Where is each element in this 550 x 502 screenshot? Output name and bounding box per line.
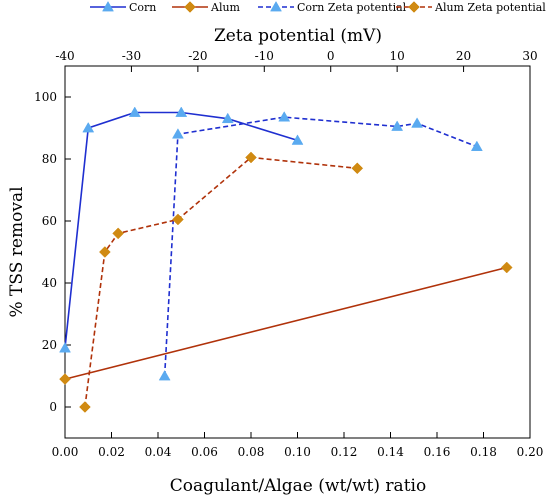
alum-zeta-potential-point [79,401,91,413]
legend-label-alum-zeta-potential: Alum Zeta potential [434,1,546,14]
x2-tick-label: 30 [522,49,537,63]
corn-zeta-potential-point [411,117,424,128]
y-tick-label: 0 [49,400,57,414]
x-tick-label: 0.12 [331,445,358,459]
alum-zeta-potential-line [84,156,358,408]
x2-tick-label: 20 [456,49,471,63]
legend-label-corn-zeta-potential: Corn Zeta potential [297,1,407,14]
x-tick-label: 0.00 [52,445,79,459]
corn-point [82,121,95,133]
x-tick-label: 0.10 [284,445,311,459]
x-axis-title: Coagulant/Algae (wt/wt) ratio [170,476,426,496]
series-alum [59,261,513,385]
x-tick-label: 0.04 [145,445,172,459]
series-corn-zeta-potential [158,111,483,381]
x-tick-label: 0.18 [470,445,497,459]
series-alum-zeta-potential [79,151,364,413]
alum-point [500,261,513,274]
left-axis: 0 20 40 60 80 100 [34,90,71,414]
x2-tick-label: 0 [327,49,335,63]
corn-zeta-potential-point [278,111,291,122]
top-axis: -40 -30 -20 -10 0 10 20 30 [55,49,538,72]
x-tick-label: 0.14 [377,445,404,459]
legend-label-corn: Corn [129,1,156,14]
legend-marker-alum-zeta-potential [408,1,420,13]
y-tick-label: 20 [42,338,57,352]
x-tick-label: 0.02 [98,445,125,459]
corn-point [59,342,71,353]
alum-zeta-potential-point [99,246,111,258]
alum-zeta-potential-point [351,162,364,175]
plot-frame [64,65,531,439]
x-tick-label: 0.20 [517,445,544,459]
corn-zeta-potential-point [158,369,171,381]
x-tick-label: 0.16 [424,445,451,459]
y-axis-title: % TSS removal [7,186,27,317]
bottom-axis: 0.00 0.02 0.04 0.06 0.08 0.10 0.12 0.14 0.16 0.18… [52,432,544,459]
series-layer [59,106,513,413]
top-axis-title: Zeta potential (mV) [214,26,382,46]
x2-tick-label: -40 [55,49,74,63]
legend-marker-alum [184,1,196,13]
corn-zeta-potential-point [470,140,483,151]
x-tick-label: 0.06 [191,445,218,459]
x2-tick-label: -10 [255,49,274,63]
y-tick-label: 80 [42,152,57,166]
alum-zeta-potential-point [245,151,257,164]
alum-zeta-potential-point [112,227,124,240]
legend: Corn Alum Corn Zeta potential Alum Zeta pot… [90,0,546,14]
x2-tick-label: 10 [390,49,405,63]
alum-zeta-potential-point [172,213,184,226]
legend-label-alum: Alum [210,1,241,14]
y-tick-label: 60 [42,214,57,228]
corn-line [64,111,298,349]
x2-tick-label: -30 [122,49,141,63]
x-tick-label: 0.08 [238,445,265,459]
alum-line [64,266,507,380]
corn-point [128,106,141,117]
legend-marker-corn [102,0,114,12]
y-tick-label: 100 [34,90,57,104]
y-tick-label: 40 [42,276,57,290]
alum-point [59,373,71,385]
corn-point [175,106,188,117]
corn-zeta-potential-line [163,116,478,377]
corn-point [221,112,234,124]
corn-zeta-potential-point [391,120,404,131]
series-corn [59,106,304,353]
x2-tick-label: -20 [188,49,207,63]
legend-marker-corn-zeta-potential [270,0,282,12]
corn-zeta-potential-point [171,128,184,139]
corn-point [291,134,304,145]
